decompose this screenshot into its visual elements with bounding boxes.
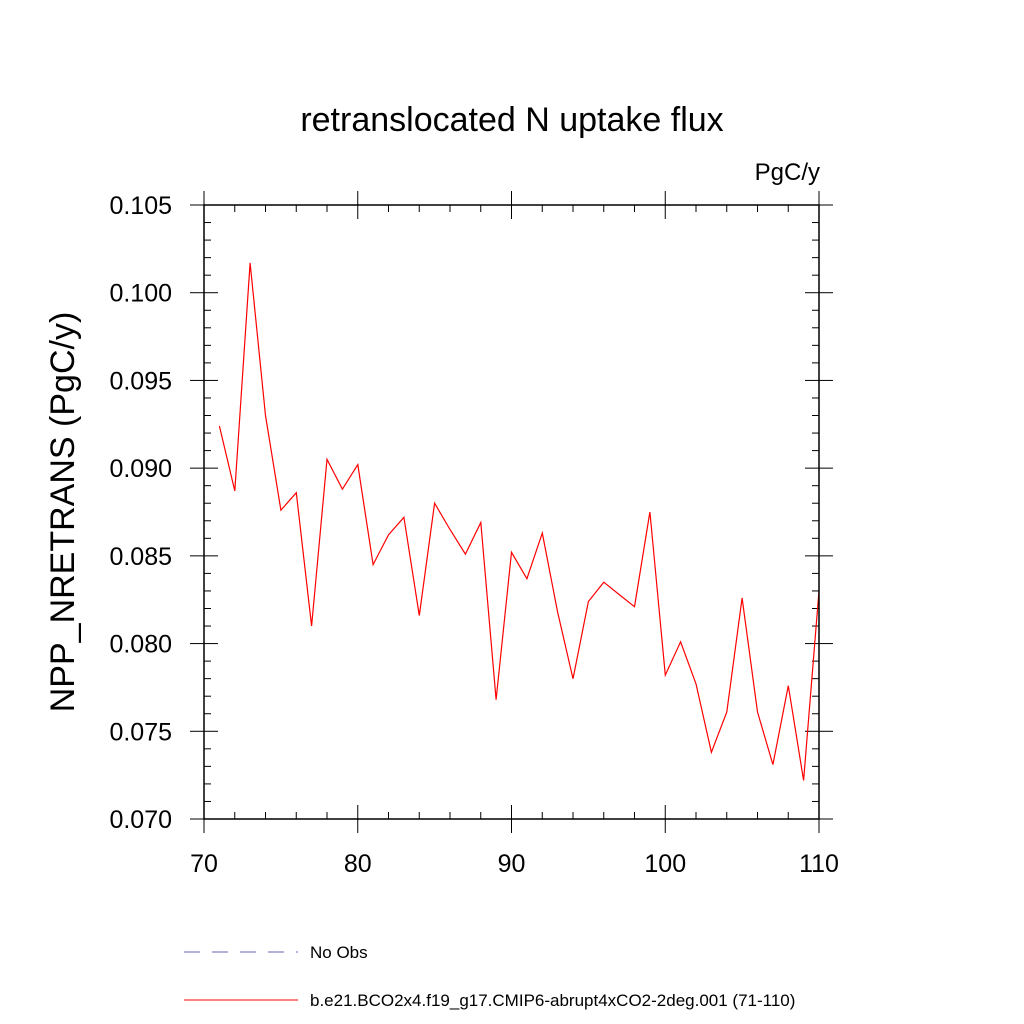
y-tick-label: 0.090 <box>109 455 172 483</box>
units-label: PgC/y <box>755 159 820 186</box>
chart-title: retranslocated N uptake flux <box>300 101 723 139</box>
x-tick-label: 70 <box>190 850 218 878</box>
tick-labels: 70 80 90 100 110 0.070 0.075 0.080 0.085 0.090 0.0… <box>109 192 838 878</box>
y-tick-label: 0.070 <box>109 806 172 834</box>
legend: No Obs b.e21.BCO2x4.f19_g17.CMIP6-abrupt4… <box>184 943 795 1010</box>
plot-frame <box>203 204 820 820</box>
y-axis-label: NPP_NRETRANS (PgC/y) <box>44 312 82 713</box>
y-tick-label: 0.085 <box>109 543 172 571</box>
y-tick-label: 0.080 <box>109 631 172 659</box>
axis-ticks <box>190 191 833 833</box>
x-tick-label: 90 <box>498 850 526 878</box>
legend-label: No Obs <box>310 943 368 962</box>
x-tick-label: 80 <box>344 850 372 878</box>
series-line <box>218 262 820 781</box>
legend-label: b.e21.BCO2x4.f19_g17.CMIP6-abrupt4xCO2-2… <box>310 991 795 1010</box>
y-tick-label: 0.100 <box>109 280 172 308</box>
y-tick-label: 0.105 <box>109 192 172 220</box>
y-tick-label: 0.075 <box>109 718 172 746</box>
x-tick-label: 110 <box>799 850 839 878</box>
y-tick-label: 0.095 <box>109 367 172 395</box>
series-layer <box>218 262 820 781</box>
x-tick-label: 100 <box>644 850 686 878</box>
